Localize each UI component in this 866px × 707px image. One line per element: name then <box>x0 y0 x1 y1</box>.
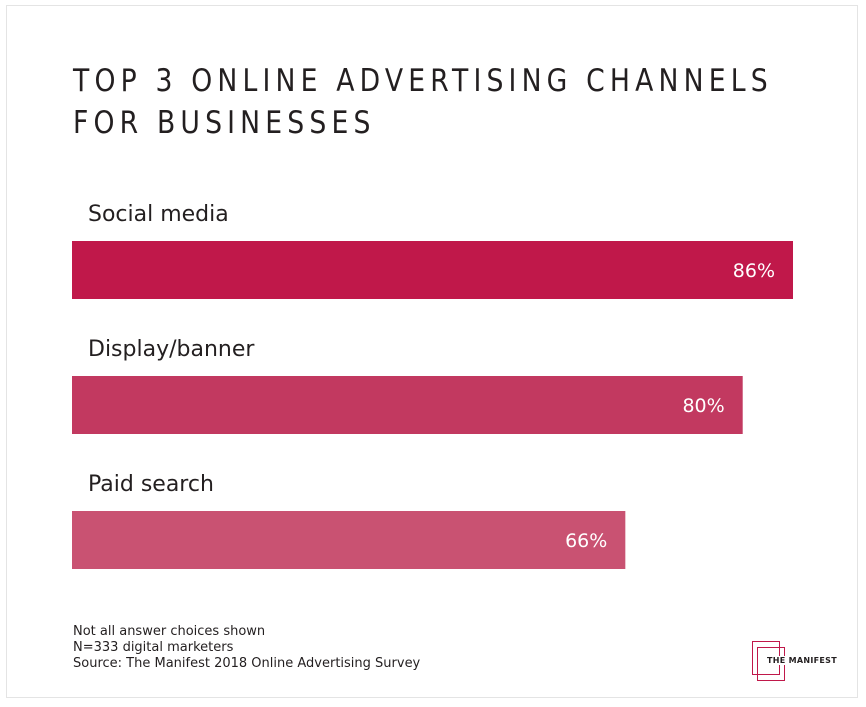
note-answer-choices: Not all answer choices shown <box>73 624 266 639</box>
category-label-social-media: Social media <box>88 202 229 227</box>
note-source: Source: The Manifest 2018 Online Adverti… <box>73 656 421 671</box>
category-label-display-banner: Display/banner <box>88 337 255 362</box>
bar-chart: Social media 86% Display/banner 80% Paid sea… <box>72 202 793 569</box>
bar-social-media <box>72 241 793 299</box>
bar-paid-search <box>72 511 626 569</box>
chart-notes: Not all answer choices shown N=333 digit… <box>73 624 420 672</box>
note-sample-size: N=333 digital marketers <box>73 640 234 655</box>
value-label-social-media: 86% <box>733 260 775 282</box>
value-label-display-banner: 80% <box>682 395 724 417</box>
the-manifest-logo: THE MANIFEST <box>752 641 838 681</box>
chart-title-line-1: TOP 3 ONLINE ADVERTISING CHANNELS <box>73 63 773 99</box>
chart-title: TOP 3 ONLINE ADVERTISING CHANNELS FOR BU… <box>73 60 773 144</box>
logo-text: THE MANIFEST <box>766 656 838 665</box>
value-label-paid-search: 66% <box>565 530 607 552</box>
chart-title-line-2: FOR BUSINESSES <box>73 105 376 141</box>
chart-frame <box>6 5 858 698</box>
bar-display-banner <box>72 376 743 434</box>
category-label-paid-search: Paid search <box>88 472 214 497</box>
